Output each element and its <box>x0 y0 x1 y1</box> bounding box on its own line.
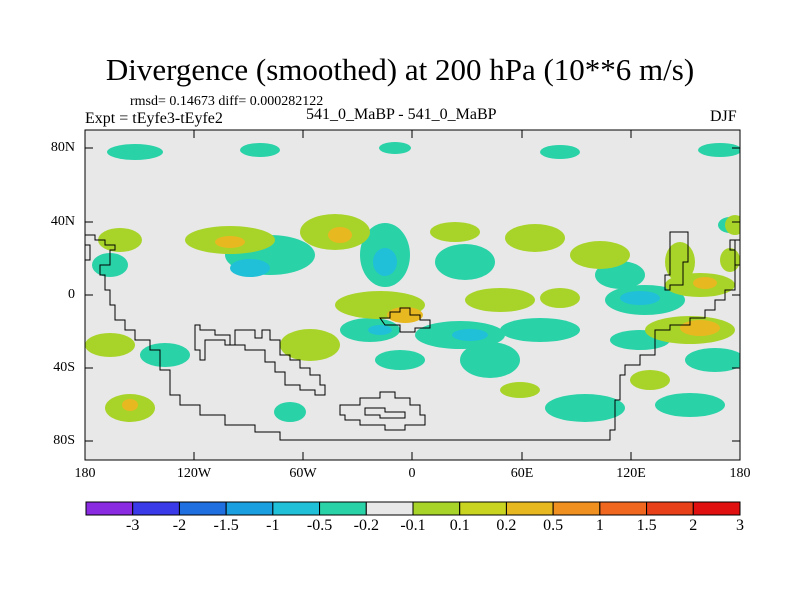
chart-title: Divergence (smoothed) at 200 hPa (10**6 … <box>105 52 695 87</box>
experiment-label: Expt = tEyfe3-tEyfe2 <box>85 110 223 127</box>
colorbar-label: 0.1 <box>449 517 470 534</box>
colorbar-swatch <box>319 501 367 516</box>
y-tick-label: 0 <box>68 287 75 302</box>
colorbar-label: 1.5 <box>636 517 657 534</box>
comparison-label: 541_0_MaBP - 541_0_MaBP <box>306 106 497 123</box>
colorbar-label: 3 <box>736 517 744 534</box>
colorbar-swatch <box>225 501 274 516</box>
colorbar-label: 0.2 <box>496 517 517 534</box>
colorbar-label: -0.2 <box>353 517 379 534</box>
colorbar-label: -0.1 <box>400 517 426 534</box>
x-tick-label: 120E <box>616 466 646 481</box>
colorbar-swatch <box>552 501 601 516</box>
x-tick-label: 120W <box>176 466 212 481</box>
x-tick-label: 180 <box>74 466 96 481</box>
y-tick-label: 40S <box>53 360 75 375</box>
axis-ticks <box>84 130 741 460</box>
colorbar-label: -2 <box>172 517 187 534</box>
colorbar-label: 1 <box>595 517 604 534</box>
season-label: DJF <box>710 108 737 125</box>
colorbar-swatch <box>132 501 180 516</box>
stats-text: rmsd= 0.14673 diff= 0.000282122 <box>130 94 324 109</box>
x-tick-label: 60W <box>289 466 317 481</box>
colorbar-label: -0.5 <box>306 517 333 534</box>
y-tick-label: 80N <box>50 140 75 155</box>
colorbar-label: -1 <box>266 517 280 534</box>
colorbar-swatch <box>412 501 461 516</box>
x-tick-label: 60E <box>510 466 534 481</box>
colorbar-label: -1.5 <box>213 517 239 534</box>
colorbar-label: 2 <box>689 517 698 534</box>
colorbar-swatch <box>272 501 321 516</box>
coastline-outline <box>85 231 740 441</box>
colorbar-swatch <box>459 501 507 516</box>
divergence-field <box>85 142 740 422</box>
colorbar-label: -3 <box>126 517 140 534</box>
colorbar-swatch <box>692 501 741 516</box>
colorbar-swatch <box>178 501 227 516</box>
y-tick-label: 80S <box>53 433 75 448</box>
colorbar-swatch <box>599 501 648 516</box>
colorbar-swatch <box>365 501 414 516</box>
colorbar-label: 0.5 <box>543 517 564 534</box>
colorbar-swatch <box>85 501 134 516</box>
x-tick-label: 180 <box>729 466 751 481</box>
colorbar-swatch <box>646 501 694 516</box>
colorbar-swatch <box>505 501 554 516</box>
x-tick-label: 0 <box>408 466 416 481</box>
y-tick-label: 40N <box>50 214 75 229</box>
colorbar <box>85 501 741 516</box>
